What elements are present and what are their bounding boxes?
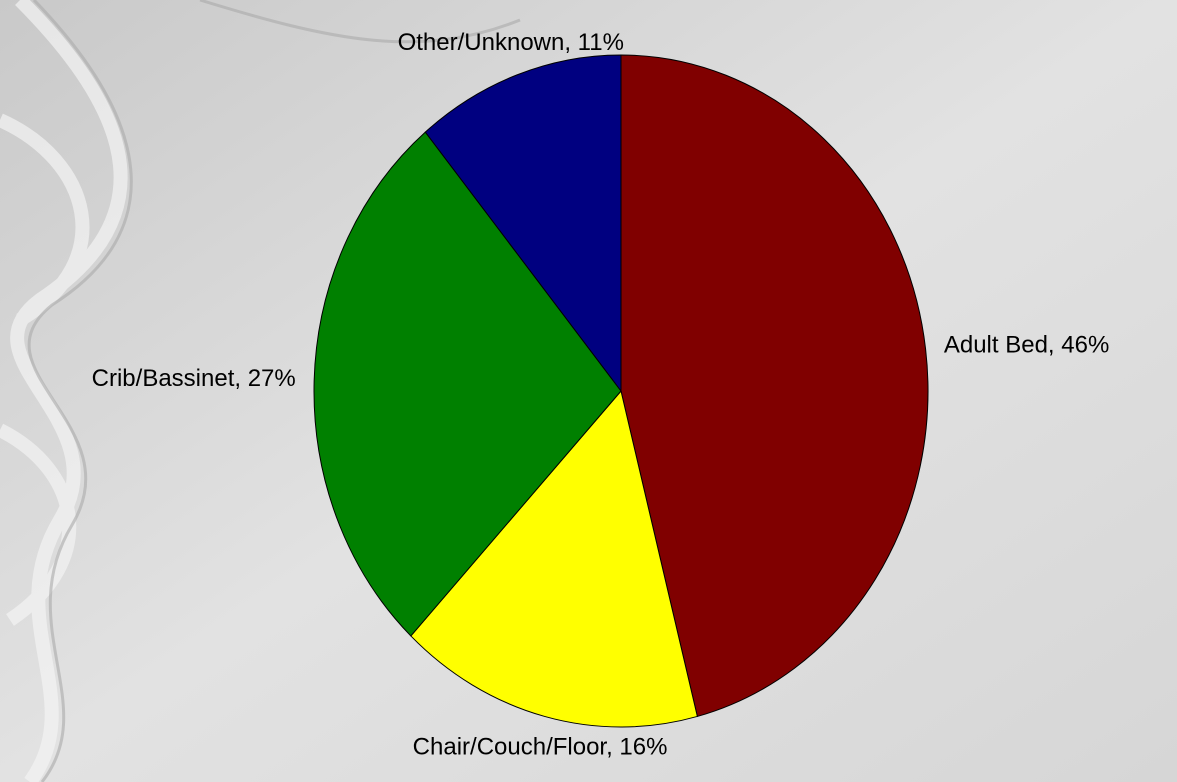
pie-slice — [424, 54, 622, 393]
decoration — [0, 0, 128, 782]
pie-slice — [620, 54, 929, 718]
slice-label: Chair/Couch/Floor, 16% — [413, 733, 668, 760]
pie-slice — [313, 131, 622, 637]
slice-label: Crib/Bassinet, 27% — [92, 365, 296, 392]
slice-label: Other/Unknown, 11% — [398, 29, 624, 56]
slice-label: Adult Bed, 46% — [944, 332, 1109, 359]
decoration — [27, 0, 521, 782]
pie-slice — [410, 389, 698, 728]
